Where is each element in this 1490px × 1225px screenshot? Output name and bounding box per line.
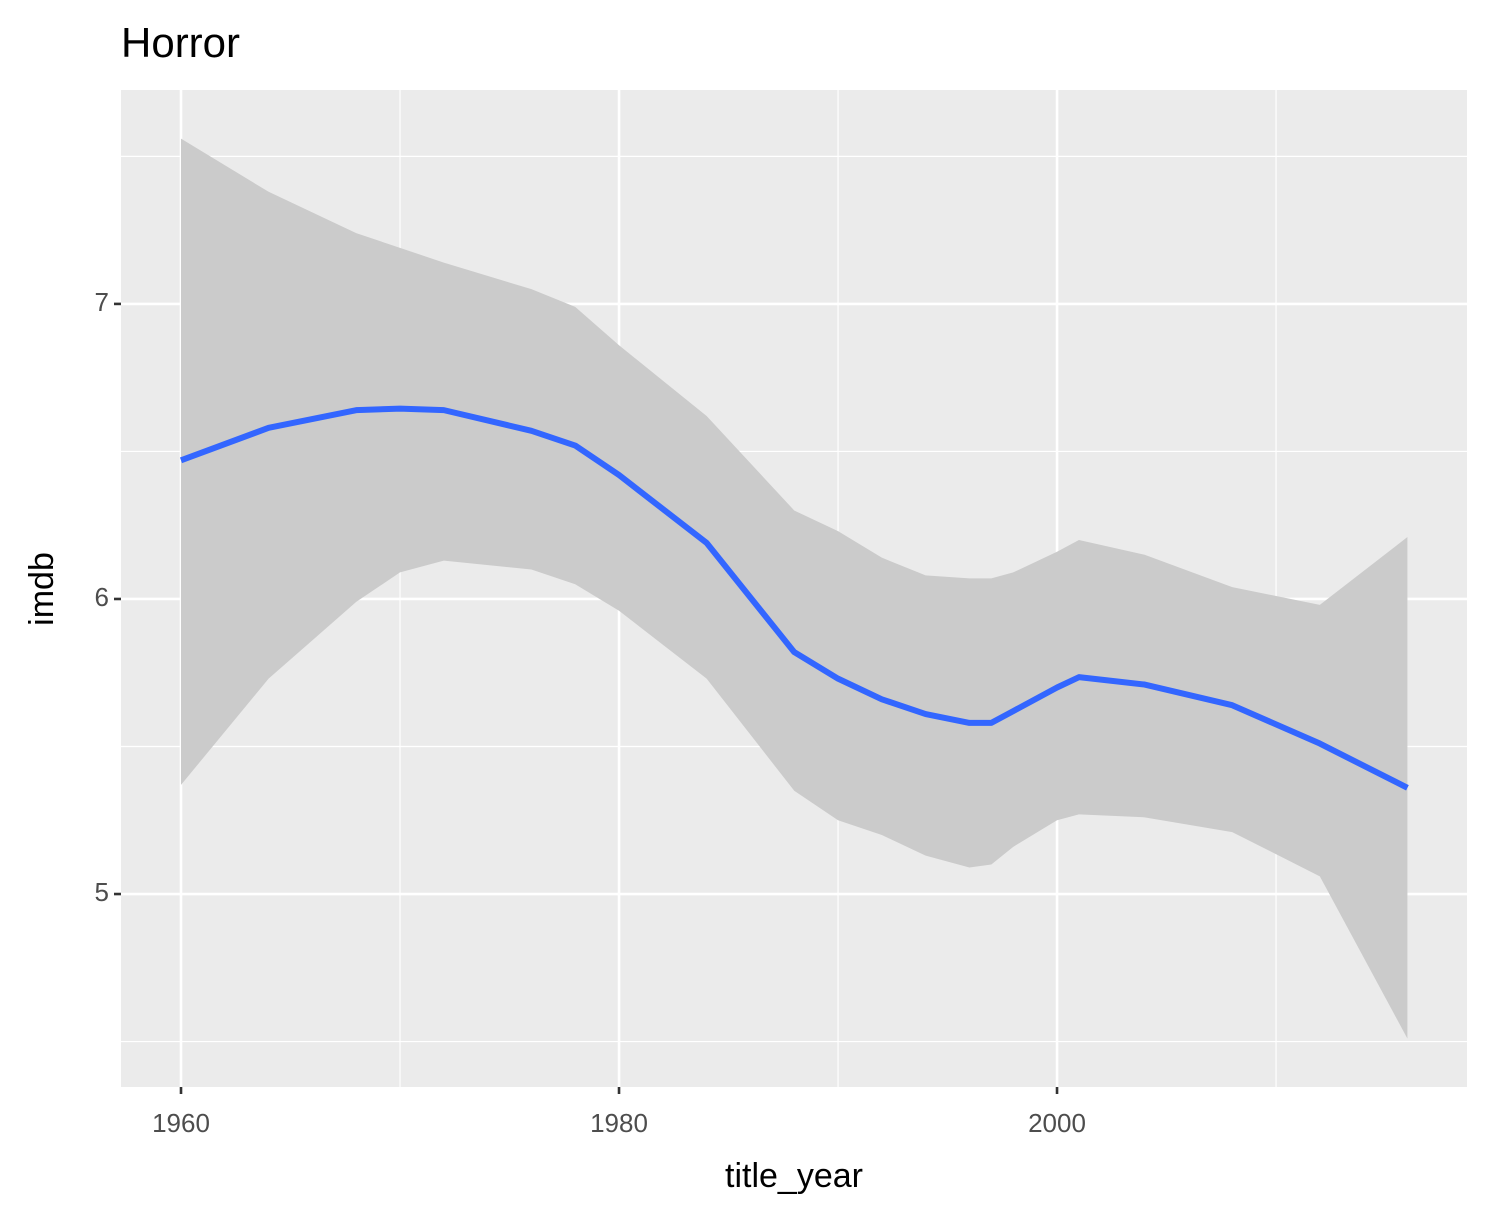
x-tick-label: 1980: [590, 1108, 648, 1138]
x-axis-title: title_year: [725, 1157, 863, 1195]
x-tick-label: 2000: [1028, 1108, 1086, 1138]
y-tick-label: 7: [95, 287, 109, 317]
smooth-line: [179, 405, 1409, 791]
confidence-band: [181, 138, 1408, 1039]
x-tick-label: 1960: [152, 1108, 210, 1138]
y-axis-title: imdb: [23, 552, 61, 626]
chart-title: Horror: [121, 19, 240, 66]
y-tick-label: 5: [95, 877, 109, 907]
y-tick-label: 6: [95, 582, 109, 612]
